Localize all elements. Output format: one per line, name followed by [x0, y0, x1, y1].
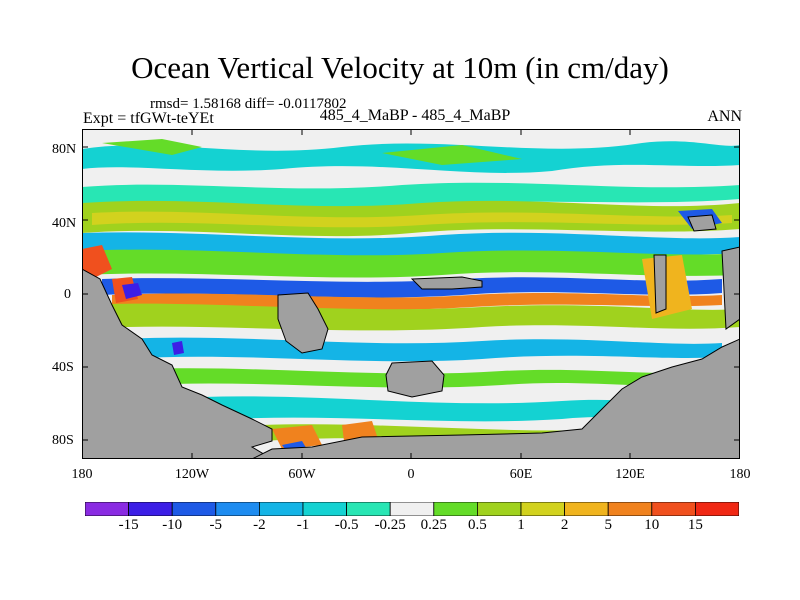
band-south-cyan [122, 337, 722, 362]
colorbar-swatch [651, 502, 696, 516]
colorbar-label: 0.25 [420, 517, 447, 533]
colorbar-label: -2 [253, 517, 266, 533]
colorbar-label: -0.25 [374, 517, 406, 533]
lon-label-180e: 180 [729, 467, 751, 482]
colorbar-label: -10 [162, 517, 183, 533]
band-midlat-cyan [82, 182, 740, 208]
band-midlat-yellow [92, 211, 732, 228]
colorbar-label: 5 [604, 517, 612, 533]
colorbar [85, 502, 739, 516]
lon-label-120e: 120E [615, 467, 645, 482]
colorbar-label: -15 [118, 517, 139, 533]
colorbar-swatch [520, 502, 565, 516]
colorbar-swatch [695, 502, 739, 516]
lon-label-120w: 120W [174, 467, 210, 482]
colorbar-swatch [258, 502, 304, 516]
lon-label-60e: 60E [509, 467, 533, 482]
colorbar-swatch [476, 502, 522, 516]
colorbar-swatch [128, 502, 173, 516]
land-nw-island [687, 214, 717, 232]
band-west-purple [122, 283, 184, 355]
stats-text: rmsd= 1.58168 diff= -0.0117802 [150, 96, 347, 112]
colorbar-label: 0.5 [468, 517, 487, 533]
band-subtrop-green [82, 249, 740, 278]
colorbar-label: 2 [560, 517, 569, 533]
season-label: ANN [707, 108, 742, 125]
colorbar-swatch [433, 502, 478, 516]
land-equatorial-continent [410, 276, 483, 290]
lon-label-180w: 180 [71, 467, 93, 482]
band-subtrop-cyan [82, 232, 740, 258]
colorbar-swatch [389, 502, 435, 516]
colorbar-swatch [171, 502, 217, 516]
lat-label-80n: 80N [52, 142, 77, 157]
colorbar-swatch [302, 502, 347, 516]
map-ticks [82, 129, 740, 459]
land-central-island [385, 360, 445, 398]
land-east-shore [721, 246, 740, 330]
land-east-continent [653, 254, 667, 314]
lon-label-60w: 60W [288, 467, 316, 482]
colorbar-swatch [607, 502, 653, 516]
comparison-label: 485_4_MaBP - 485_4_MaBP [319, 107, 511, 124]
colorbar-swatch [85, 502, 129, 516]
colorbar-swatch [346, 502, 391, 516]
land-masses [82, 214, 740, 459]
experiment-label: Expt = tfGWt-teYEt [83, 110, 214, 127]
colorbar-label: 15 [687, 517, 703, 533]
colorbar-swatch [215, 502, 260, 516]
colorbar-label: 10 [644, 517, 660, 533]
band-southern-cyan [202, 396, 702, 422]
lat-label-equator: 0 [64, 287, 71, 302]
band-arctic-green [102, 139, 522, 165]
velocity-bands [82, 139, 740, 453]
band-equatorial-orange [112, 293, 722, 310]
lat-label-40s: 40S [52, 360, 74, 375]
lon-label-0: 0 [407, 467, 415, 482]
map-title: Ocean Vertical Velocity at 10m (in cm/da… [131, 50, 669, 85]
band-equatorial-blue [102, 277, 722, 298]
land-americas-south [82, 268, 273, 459]
band-equatorial-green [82, 303, 740, 331]
velocity-map [82, 129, 740, 459]
colorbar-label: 1 [517, 517, 525, 533]
colorbar-label: -0.5 [334, 517, 359, 533]
lat-label-80s: 80S [52, 433, 74, 448]
colorbar-label: -1 [296, 517, 310, 533]
colorbar-swatch [564, 502, 609, 516]
land-africa-south [277, 292, 329, 354]
colorbar-label: -5 [209, 517, 223, 533]
land-antarctica [251, 338, 740, 459]
lat-label-40n: 40N [52, 216, 77, 231]
